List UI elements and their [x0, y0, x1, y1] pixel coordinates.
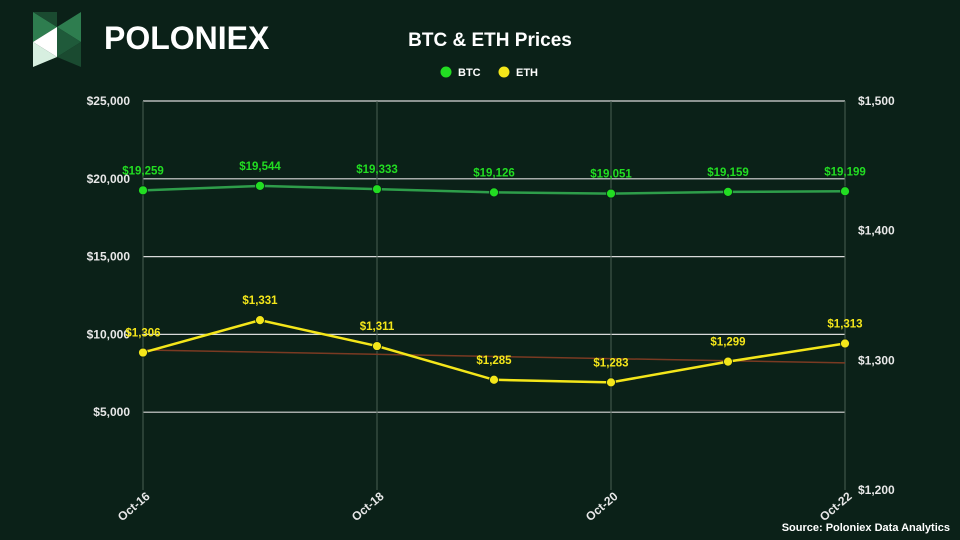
data-point-btc — [138, 185, 148, 196]
chart-title: BTC & ETH Prices — [408, 30, 572, 51]
data-point-eth — [489, 374, 499, 385]
data-point-eth — [840, 338, 850, 349]
data-label-eth: $1,313 — [827, 318, 862, 330]
data-label-btc: $19,199 — [824, 166, 866, 178]
data-label-eth: $1,299 — [710, 337, 745, 349]
data-label-eth: $1,285 — [476, 355, 512, 367]
x-axis-tick-label: Oct-16 — [115, 489, 153, 524]
data-point-eth — [606, 377, 616, 388]
data-label-btc: $19,259 — [122, 165, 164, 177]
data-point-eth — [372, 341, 382, 351]
data-label-btc: $19,544 — [239, 161, 281, 173]
data-point-btc — [840, 186, 850, 197]
data-label-eth: $1,306 — [125, 328, 160, 340]
data-point-btc — [372, 184, 382, 195]
data-labels: $19,259 $19,544 $19,333 $19,126 $19,051 $19,1… — [122, 161, 866, 369]
data-label-btc: $19,333 — [356, 164, 398, 176]
x-axis-tick-label: Oct-18 — [349, 489, 387, 524]
data-point-eth — [723, 356, 733, 367]
legend-marker-eth — [498, 66, 510, 78]
brand-name: POLONIEX — [104, 20, 270, 56]
left-axis-tick-label: $10,000 — [87, 327, 131, 341]
data-point-eth — [138, 347, 148, 358]
data-label-eth: $1,311 — [360, 321, 395, 333]
right-axis-tick-label: $1,300 — [858, 353, 895, 367]
left-axis-tick-label: $15,000 — [87, 250, 131, 264]
left-axis-tick-label: $20,000 — [87, 172, 131, 186]
left-axis-tick-label: $5,000 — [93, 405, 130, 419]
left-axis-tick-label: $25,000 — [87, 94, 131, 108]
x-axis-tick-label: Oct-20 — [583, 489, 621, 524]
data-point-btc — [723, 186, 733, 197]
poloniex-logo-icon — [33, 12, 81, 67]
data-label-btc: $19,051 — [590, 169, 632, 181]
data-label-eth: $1,283 — [593, 357, 628, 369]
data-label-eth: $1,331 — [242, 295, 278, 307]
right-axis-tick-label: $1,200 — [858, 483, 895, 497]
series-layer — [138, 180, 850, 388]
data-label-btc: $19,126 — [473, 167, 515, 179]
legend: BTC ETH — [440, 66, 538, 79]
right-axis-tick-label: $1,400 — [858, 224, 895, 238]
source-note: Source: Poloniex Data Analytics — [782, 522, 950, 534]
x-axis-tick-label: Oct-22 — [817, 489, 855, 524]
data-point-eth — [255, 315, 265, 326]
data-point-btc — [606, 188, 616, 199]
data-label-btc: $19,159 — [707, 167, 749, 179]
legend-label-eth: ETH — [516, 67, 538, 79]
legend-marker-btc — [440, 66, 452, 78]
right-axis-tick-label: $1,500 — [858, 94, 895, 108]
axes: $5,000 $10,000 $15,000 $20,000 $25,000 $1,200… — [87, 94, 895, 524]
legend-label-btc: BTC — [458, 67, 481, 79]
grid — [142, 100, 846, 490]
data-point-btc — [489, 187, 499, 198]
data-point-btc — [255, 180, 265, 191]
